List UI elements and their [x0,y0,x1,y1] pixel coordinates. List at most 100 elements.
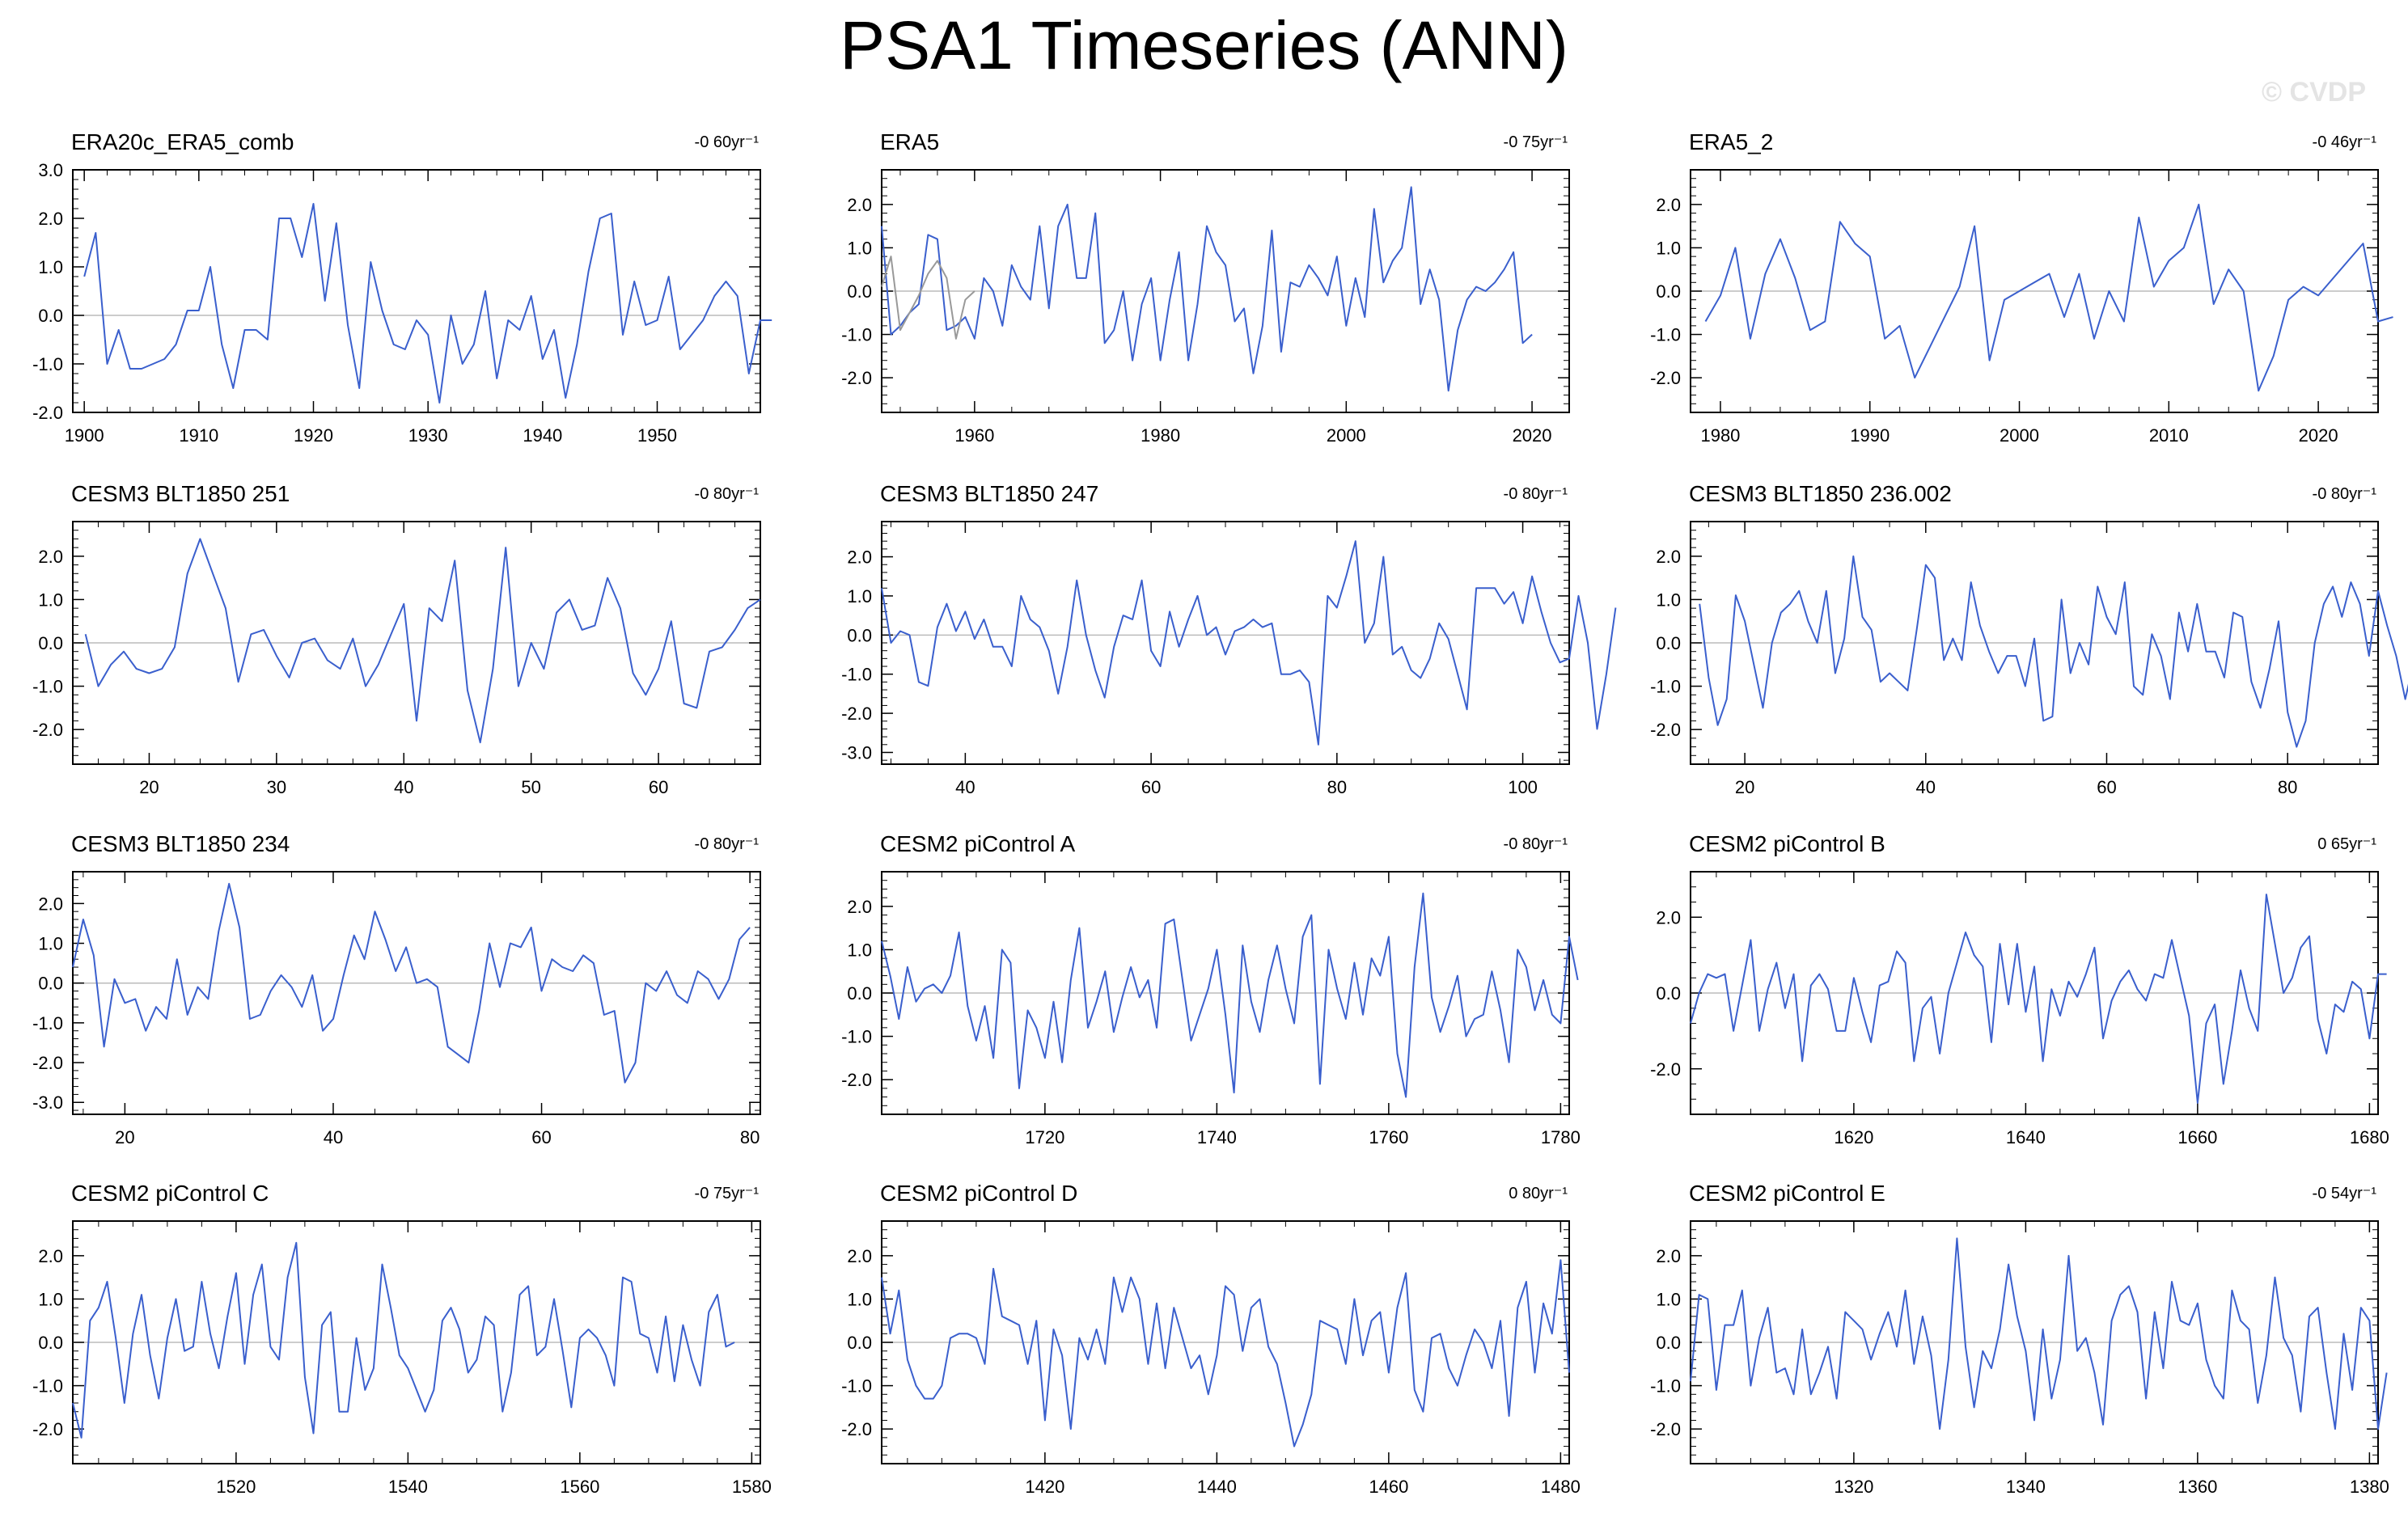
x-tick-label: 1900 [65,425,104,446]
trend-label: -0 80yr⁻¹ [2313,485,2377,503]
trend-label: -0 80yr⁻¹ [1504,485,1568,503]
y-tick-label: 0.0 [1656,633,1681,653]
y-tick-label: -1.0 [841,1376,872,1397]
y-tick-label: 2.0 [1656,1246,1681,1266]
y-tick-label: 0.0 [1656,1333,1681,1353]
y-tick-label: 1.0 [847,940,872,960]
trend-label: -0 80yr⁻¹ [695,485,760,503]
series-line [72,882,751,1084]
trend-label: -0 80yr⁻¹ [695,835,760,853]
x-tick-label: 80 [2278,777,2297,797]
x-tick-label: 1540 [388,1477,428,1497]
series-line [881,1259,1570,1447]
y-tick-label: -2.0 [32,403,63,423]
x-tick-label: 1380 [2350,1477,2389,1497]
x-tick-label: 1660 [2177,1127,2217,1147]
x-tick-label: 1950 [637,425,677,446]
y-tick-label: -1.0 [841,665,872,685]
panel-title: ERA20c_ERA5_comb [71,129,294,154]
x-tick-label: 1780 [1541,1127,1581,1147]
chart-panel-2: ERA5 -0 75yr⁻¹ -2.0 -1.0 0.0 1.0 2.0 1960 1980 20… [841,129,1570,446]
y-tick-label: 2.0 [1656,195,1681,215]
x-tick-label: 1640 [2006,1127,2046,1147]
y-tick-label: 0.0 [847,625,872,645]
panel-title: CESM3 BLT1850 236.002 [1689,481,1952,506]
y-tick-label: -2.0 [32,720,63,740]
trend-label: -0 60yr⁻¹ [695,133,760,151]
y-tick-label: 0.0 [38,633,63,653]
x-tick-label: 1910 [179,425,218,446]
y-tick-label: -1.0 [841,1027,872,1047]
y-tick-label: 2.0 [38,547,63,567]
x-tick-label: 1620 [1834,1127,1873,1147]
y-tick-label: 2.0 [38,209,63,229]
watermark: © CVDP [2262,77,2366,108]
series-line [1704,203,2393,392]
y-tick-label: 2.0 [1656,907,1681,928]
x-tick-label: 80 [740,1127,760,1147]
x-tick-label: 1420 [1025,1477,1064,1497]
trend-label: 0 80yr⁻¹ [1509,1185,1568,1202]
y-tick-label: -2.0 [32,1053,63,1073]
plot-frame [72,871,761,1115]
y-tick-label: 1.0 [38,257,63,277]
chart-panel-3: ERA5_2 -0 46yr⁻¹ -2.0 -1.0 0.0 1.0 2.0 1980 1990… [1650,129,2393,446]
chart-panel-8: CESM2 piControl A -0 80yr⁻¹ -2.0 -1.0 0.0 1.0… [841,831,1581,1147]
y-tick-label: -2.0 [1650,1059,1681,1080]
y-tick-label: 1.0 [38,590,63,610]
chart-panel-1: ERA20c_ERA5_comb -0 60yr⁻¹ -2.0 -1.0 0.0 1.0 2… [32,129,772,446]
x-tick-label: 2000 [2000,425,2039,446]
y-tick-label: -1.0 [32,677,63,697]
y-tick-label: -2.0 [1650,368,1681,388]
x-tick-label: 40 [324,1127,343,1147]
x-tick-label: 60 [1141,777,1161,797]
y-tick-label: 1.0 [38,934,63,954]
y-tick-label: -2.0 [32,1419,63,1439]
x-tick-label: 1360 [2177,1477,2217,1497]
y-tick-label: 0.0 [38,306,63,326]
x-tick-label: 2010 [2149,425,2189,446]
series-line [72,1241,735,1439]
y-tick-label: 1.0 [1656,1289,1681,1309]
x-tick-label: 1460 [1369,1477,1408,1497]
x-tick-label: 1560 [560,1477,599,1497]
y-tick-label: 0.0 [847,1333,872,1353]
x-tick-label: 100 [1508,777,1538,797]
x-tick-label: 1320 [1834,1477,1873,1497]
y-tick-label: 2.0 [847,195,872,215]
panel-title: CESM3 BLT1850 251 [71,481,290,506]
y-tick-label: -1.0 [1650,677,1681,697]
page-title: PSA1 Timeseries (ANN) [840,7,1568,83]
y-tick-label: -2.0 [1650,720,1681,740]
x-tick-label: 2020 [1513,425,1552,446]
chart-panel-12: CESM2 piControl E -0 54yr⁻¹ -2.0 -1.0 0.0 1.0… [1650,1181,2389,1497]
y-tick-label: -1.0 [32,1013,63,1033]
x-tick-label: 2000 [1327,425,1366,446]
trend-label: -0 80yr⁻¹ [1504,835,1568,853]
chart-panel-4: CESM3 BLT1850 251 -0 80yr⁻¹ -2.0 -1.0 0.0 1.0… [32,481,761,797]
chart-panel-7: CESM3 BLT1850 234 -0 80yr⁻¹ -3.0 -2.0 -1.0 0.… [32,831,761,1147]
x-tick-label: 1680 [2350,1127,2389,1147]
chart-panel-9: CESM2 piControl B 0 65yr⁻¹ -2.0 0.0 2.0 1620 1… [1650,831,2389,1147]
x-tick-label: 1980 [1700,425,1740,446]
y-tick-label: -1.0 [32,354,63,374]
series-line [881,540,1617,746]
y-tick-label: -1.0 [1650,325,1681,345]
x-tick-label: 1480 [1541,1477,1581,1497]
x-tick-label: 40 [1916,777,1936,797]
y-tick-label: -2.0 [841,704,872,724]
x-tick-label: 30 [267,777,286,797]
y-tick-label: 0.0 [38,974,63,994]
y-tick-label: 2.0 [847,547,872,568]
x-tick-label: 60 [649,777,668,797]
y-tick-label: -1.0 [841,325,872,345]
panel-title: CESM2 piControl A [880,831,1076,856]
y-tick-label: 1.0 [1656,238,1681,258]
x-tick-label: 1760 [1369,1127,1408,1147]
y-tick-label: -2.0 [841,1070,872,1090]
chart-panel-11: CESM2 piControl D 0 80yr⁻¹ -2.0 -1.0 0.0 1.0 2… [841,1181,1581,1497]
x-tick-label: 1940 [523,425,562,446]
x-tick-label: 40 [394,777,413,797]
y-tick-label: -3.0 [32,1092,63,1113]
